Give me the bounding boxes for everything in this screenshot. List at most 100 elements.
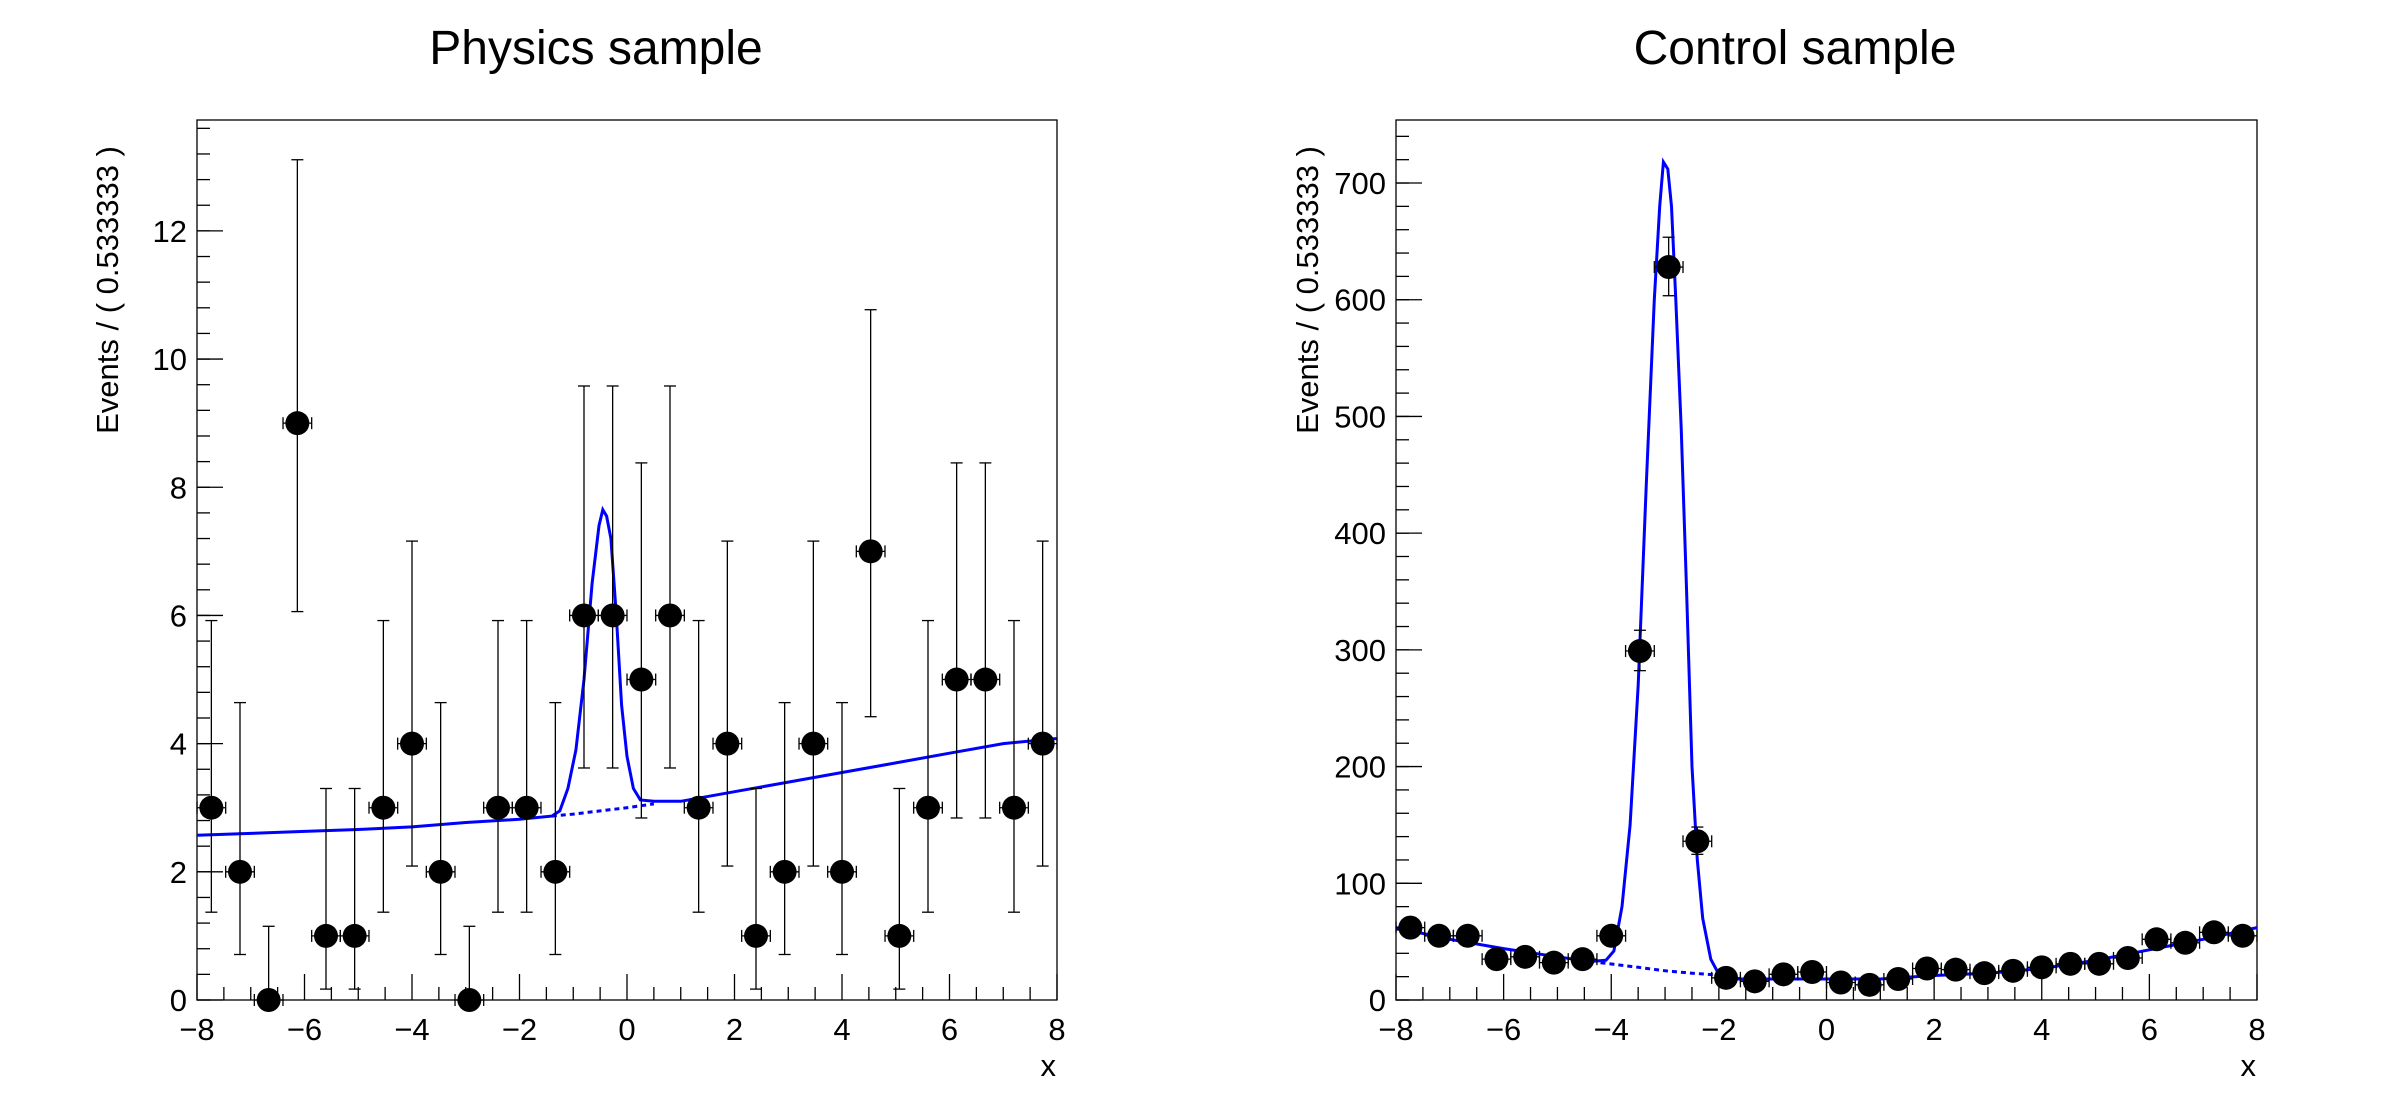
data-point	[486, 795, 510, 820]
y-tick-label: 0	[170, 983, 187, 1018]
y-tick-label: 12	[153, 214, 187, 249]
x-axis-title: x	[2241, 1048, 2257, 1083]
x-tick-label: 6	[2141, 1012, 2158, 1047]
data-point	[514, 795, 539, 820]
x-tick-label: −6	[287, 1012, 322, 1047]
x-tick-label: −4	[394, 1012, 429, 1047]
background-curve	[1600, 961, 1725, 977]
data-point	[1857, 972, 1882, 997]
plot-frame	[1395, 119, 2258, 1001]
chart-title: Control sample	[1634, 22, 1957, 75]
data-point	[1541, 950, 1566, 975]
y-tick-label: 200	[1334, 750, 1386, 785]
x-tick-label: 8	[2248, 1012, 2265, 1047]
y-axis-title: Events / ( 0.533333 )	[1290, 146, 1325, 434]
data-point	[2201, 920, 2226, 945]
y-tick-label: 10	[153, 342, 187, 377]
data-point	[199, 795, 224, 820]
data-point	[2173, 930, 2198, 955]
data-point	[1570, 947, 1595, 972]
data-point	[2230, 923, 2255, 948]
data-point	[1455, 923, 1480, 948]
x-tick-label: −6	[1486, 1012, 1521, 1047]
data-point	[1599, 923, 1624, 948]
data-point	[543, 859, 568, 884]
model-curve	[196, 505, 1058, 837]
y-tick-label: 2	[170, 855, 187, 890]
control-sample-panel: Control sample Events / ( 0.533333 ) x −…	[1290, 22, 2266, 1083]
x-tick-label: −2	[1701, 1012, 1736, 1047]
data-point	[1513, 944, 1538, 969]
data-point	[629, 667, 654, 692]
data-point	[2144, 927, 2169, 952]
physics-sample-panel: Physics sample Events / ( 0.533333 ) x −…	[90, 22, 1066, 1083]
data-point	[2029, 955, 2054, 980]
x-tick-label: −8	[179, 1012, 214, 1047]
x-tick-label: 2	[1926, 1012, 1943, 1047]
data-point	[1656, 255, 1681, 280]
x-tick-label: 4	[833, 1012, 850, 1047]
data-point	[744, 923, 768, 948]
y-tick-label: 500	[1334, 399, 1386, 434]
y-tick-label: 300	[1334, 633, 1386, 668]
data-point	[256, 988, 281, 1012]
data-point	[1685, 829, 1710, 854]
data-point	[1030, 731, 1055, 756]
data-point	[600, 603, 625, 628]
x-tick-label: −2	[502, 1012, 537, 1047]
data-point	[1398, 915, 1423, 940]
y-tick-label: 400	[1334, 516, 1386, 551]
data-point	[686, 795, 711, 820]
data-point	[858, 539, 883, 564]
x-tick-label: 4	[2033, 1012, 2050, 1047]
data-point	[1742, 969, 1767, 994]
x-axis-title: x	[1041, 1048, 1057, 1083]
y-axis-title: Events / ( 0.533333 )	[90, 146, 125, 434]
data-point	[457, 988, 482, 1012]
data-point	[1972, 961, 1997, 986]
data-point	[342, 923, 367, 948]
data-point	[228, 859, 252, 884]
x-tick-label: 0	[1818, 1012, 1835, 1047]
data-point	[2001, 958, 2026, 983]
data-point	[801, 731, 826, 756]
data-point	[1914, 956, 1939, 981]
data-point	[772, 859, 797, 884]
background-curve	[551, 802, 655, 818]
x-tick-label: 8	[1048, 1012, 1065, 1047]
data-point	[2087, 951, 2112, 976]
data-point	[830, 859, 854, 884]
y-tick-label: 4	[170, 727, 187, 762]
data-point	[887, 923, 912, 948]
data-point	[314, 923, 338, 948]
data-point	[1427, 923, 1452, 948]
data-point	[944, 667, 969, 692]
data-point	[2115, 945, 2140, 970]
data-point	[715, 731, 740, 756]
data-point	[1828, 970, 1853, 995]
x-tick-label: 6	[941, 1012, 958, 1047]
data-point	[1943, 957, 1968, 982]
data-point	[285, 411, 310, 436]
data-point	[371, 795, 396, 820]
data-point	[1771, 962, 1796, 987]
data-point	[973, 667, 998, 692]
chart-title: Physics sample	[429, 22, 762, 75]
x-tick-label: −4	[1594, 1012, 1629, 1047]
data-point	[2058, 951, 2083, 976]
data-point	[1627, 639, 1652, 664]
model-curve	[1395, 157, 2258, 981]
data-point	[1886, 966, 1911, 991]
y-tick-label: 0	[1369, 983, 1386, 1018]
x-tick-label: −8	[1378, 1012, 1413, 1047]
y-tick-label: 8	[170, 470, 187, 505]
y-tick-label: 700	[1334, 166, 1386, 201]
data-point	[1002, 795, 1026, 820]
y-tick-label: 100	[1334, 866, 1386, 901]
data-point	[1800, 959, 1825, 984]
data-point	[916, 795, 940, 820]
data-point	[1484, 947, 1509, 972]
y-tick-label: 600	[1334, 283, 1386, 318]
data-point	[428, 859, 453, 884]
